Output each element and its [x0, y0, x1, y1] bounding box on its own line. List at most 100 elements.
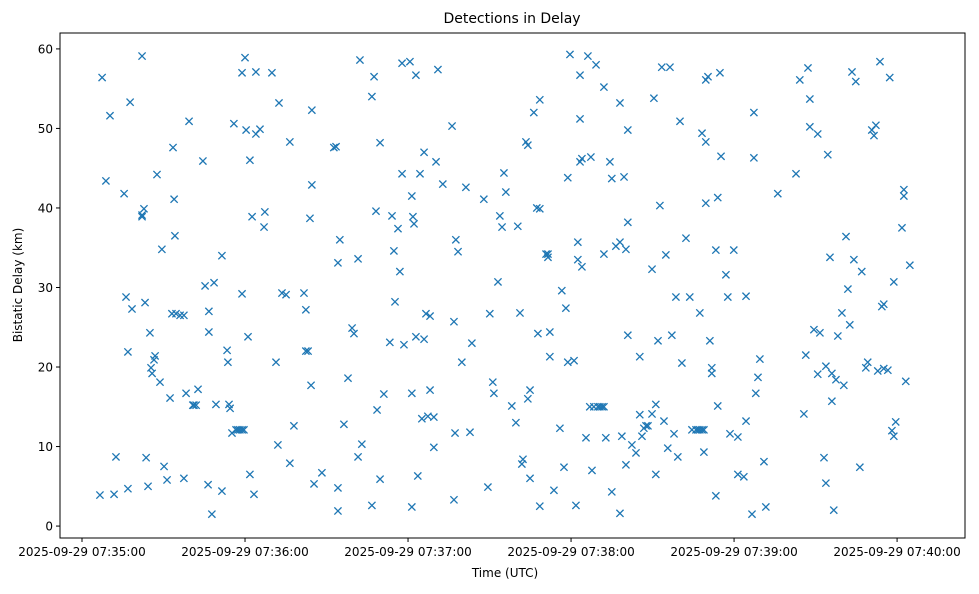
data-point-x-marker — [821, 479, 830, 488]
data-point-x-marker — [549, 486, 558, 495]
data-point-x-marker — [301, 305, 310, 314]
data-point-x-marker — [715, 68, 724, 77]
data-point-x-marker — [721, 270, 730, 279]
data-point-x-marker — [137, 212, 147, 221]
data-point-x-marker — [749, 153, 758, 162]
data-point-x-marker — [591, 60, 601, 69]
data-point-x-marker — [863, 358, 872, 367]
x-tick-label: 2025-09-29 07:37:00 — [344, 545, 471, 559]
data-point-x-marker — [307, 180, 316, 189]
data-point-x-marker — [577, 262, 586, 271]
data-point-x-marker — [385, 338, 394, 347]
data-point-x-marker — [126, 98, 135, 107]
data-point-x-marker — [433, 65, 442, 74]
data-point-x-marker — [139, 204, 149, 213]
data-point-x-marker — [305, 214, 315, 223]
data-point-x-marker — [518, 455, 528, 464]
data-point-x-marker — [575, 114, 585, 123]
data-point-x-marker — [755, 355, 764, 364]
data-point-x-marker — [349, 329, 359, 338]
data-point-x-marker — [659, 417, 669, 426]
data-point-x-marker — [387, 211, 397, 220]
data-point-x-marker — [285, 137, 294, 147]
data-point-x-marker — [511, 418, 520, 427]
data-point-x-marker — [669, 429, 679, 438]
data-point-x-marker — [585, 402, 594, 411]
data-point-x-marker — [411, 71, 420, 80]
data-point-x-marker — [121, 292, 131, 302]
data-point-x-marker — [207, 510, 216, 519]
data-point-x-marker — [899, 191, 908, 201]
data-point-x-marker — [543, 253, 553, 262]
data-point-x-marker — [229, 119, 238, 128]
data-point-x-marker — [281, 290, 291, 299]
data-point-x-marker — [367, 92, 376, 101]
data-point-x-marker — [339, 420, 348, 429]
data-point-x-marker — [615, 98, 625, 108]
data-point-x-marker — [833, 331, 842, 341]
data-point-x-marker — [159, 462, 169, 471]
data-point-x-marker — [168, 143, 178, 152]
data-point-x-marker — [819, 453, 829, 462]
data-point-x-marker — [417, 414, 426, 423]
data-point-x-marker — [879, 300, 888, 309]
data-point-x-marker — [532, 203, 541, 213]
data-point-x-marker — [883, 366, 892, 375]
data-point-x-marker — [605, 157, 614, 166]
y-tick-label: 10 — [38, 440, 53, 454]
data-point-x-marker — [525, 474, 535, 483]
data-point-x-marker — [615, 238, 625, 247]
data-point-x-marker — [573, 238, 582, 247]
data-point-x-marker — [741, 292, 751, 301]
data-point-x-marker — [483, 483, 492, 492]
data-point-x-marker — [193, 385, 203, 394]
data-point-x-marker — [845, 320, 854, 329]
data-point-x-marker — [705, 336, 714, 345]
data-point-x-marker — [242, 125, 251, 135]
y-tick-label: 40 — [38, 201, 53, 215]
data-point-x-marker — [589, 402, 598, 411]
data-point-x-marker — [555, 424, 564, 433]
data-point-x-marker — [357, 440, 366, 449]
data-point-x-marker — [889, 432, 898, 441]
data-point-x-marker — [607, 487, 616, 496]
data-point-x-marker — [713, 401, 722, 411]
data-point-x-marker — [623, 218, 632, 227]
data-point-x-marker — [565, 50, 575, 59]
data-point-x-marker — [395, 267, 404, 276]
data-point-x-marker — [851, 77, 860, 86]
data-point-x-marker — [855, 463, 864, 472]
data-point-x-marker — [827, 397, 836, 406]
data-point-x-marker — [421, 309, 431, 318]
data-point-x-marker — [259, 222, 269, 232]
data-point-x-marker — [635, 352, 644, 361]
data-point-x-marker — [873, 366, 882, 376]
x-tick-label: 2025-09-29 07:40:00 — [833, 545, 960, 559]
data-point-x-marker — [885, 73, 894, 82]
data-point-x-marker — [529, 108, 538, 117]
data-point-x-marker — [95, 490, 104, 500]
data-point-x-marker — [791, 169, 801, 178]
data-point-x-marker — [597, 402, 607, 411]
data-point-x-marker — [805, 122, 814, 131]
data-point-x-marker — [825, 253, 835, 262]
data-point-x-marker — [425, 386, 435, 395]
data-point-x-marker — [887, 426, 896, 435]
data-point-x-marker — [739, 472, 748, 481]
data-point-x-marker — [245, 470, 254, 479]
data-point-x-marker — [643, 421, 652, 430]
data-point-x-marker — [407, 389, 416, 398]
data-point-x-marker — [823, 150, 832, 159]
x-axis: 2025-09-29 07:35:00 2025-09-29 07:36:00 20… — [18, 538, 961, 559]
data-point-x-marker — [849, 255, 858, 264]
data-point-x-marker — [663, 444, 672, 453]
data-point-x-marker — [733, 470, 742, 479]
data-point-x-marker — [657, 63, 666, 72]
data-point-x-marker — [204, 327, 213, 337]
data-point-x-marker — [420, 335, 429, 344]
data-point-x-marker — [331, 142, 341, 151]
data-point-x-marker — [559, 463, 569, 472]
data-point-x-marker — [407, 191, 416, 201]
data-point-x-marker — [839, 381, 848, 390]
data-point-x-marker — [184, 117, 194, 126]
